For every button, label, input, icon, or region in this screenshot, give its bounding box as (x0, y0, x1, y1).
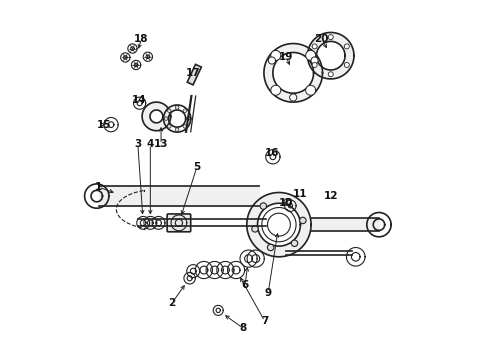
Circle shape (344, 44, 349, 49)
Circle shape (175, 106, 179, 109)
Circle shape (168, 125, 171, 128)
Circle shape (183, 125, 187, 128)
Circle shape (312, 44, 317, 49)
Text: 15: 15 (97, 120, 111, 130)
Circle shape (306, 85, 316, 95)
Text: 19: 19 (279, 52, 294, 62)
Polygon shape (258, 203, 300, 246)
Circle shape (186, 117, 190, 120)
FancyBboxPatch shape (167, 214, 191, 232)
Text: 8: 8 (240, 323, 247, 333)
Polygon shape (273, 53, 314, 93)
Text: 5: 5 (193, 162, 200, 172)
Text: 4: 4 (147, 139, 154, 149)
Polygon shape (150, 110, 163, 123)
Text: 6: 6 (242, 280, 248, 291)
Circle shape (290, 94, 297, 101)
Polygon shape (247, 193, 311, 257)
Text: 11: 11 (293, 189, 308, 199)
Text: 18: 18 (134, 34, 148, 44)
Circle shape (271, 85, 281, 95)
Circle shape (271, 50, 281, 60)
Circle shape (269, 57, 275, 64)
Circle shape (300, 217, 306, 224)
Text: 12: 12 (323, 191, 338, 201)
Circle shape (175, 128, 179, 131)
Circle shape (312, 63, 317, 67)
Circle shape (284, 199, 291, 205)
Text: 14: 14 (132, 95, 147, 105)
Text: 7: 7 (261, 316, 269, 326)
Polygon shape (317, 41, 345, 70)
Polygon shape (308, 32, 354, 79)
Circle shape (268, 244, 274, 251)
Circle shape (328, 72, 333, 77)
Polygon shape (142, 102, 171, 131)
Text: 17: 17 (186, 68, 200, 78)
Circle shape (164, 117, 168, 120)
Text: 13: 13 (154, 139, 168, 149)
Text: 20: 20 (315, 34, 329, 44)
Circle shape (252, 226, 258, 232)
Circle shape (260, 203, 267, 209)
Polygon shape (187, 64, 201, 85)
Circle shape (168, 109, 171, 113)
Text: 16: 16 (265, 148, 279, 158)
Circle shape (311, 57, 318, 64)
Circle shape (292, 240, 298, 247)
Polygon shape (264, 44, 322, 102)
Text: 2: 2 (168, 298, 175, 308)
Text: 9: 9 (265, 288, 272, 297)
Text: 1: 1 (95, 182, 102, 192)
Text: 3: 3 (134, 139, 142, 149)
Circle shape (306, 50, 316, 60)
Text: 10: 10 (279, 198, 294, 208)
Circle shape (183, 109, 187, 113)
Circle shape (344, 63, 349, 67)
Circle shape (328, 35, 333, 40)
